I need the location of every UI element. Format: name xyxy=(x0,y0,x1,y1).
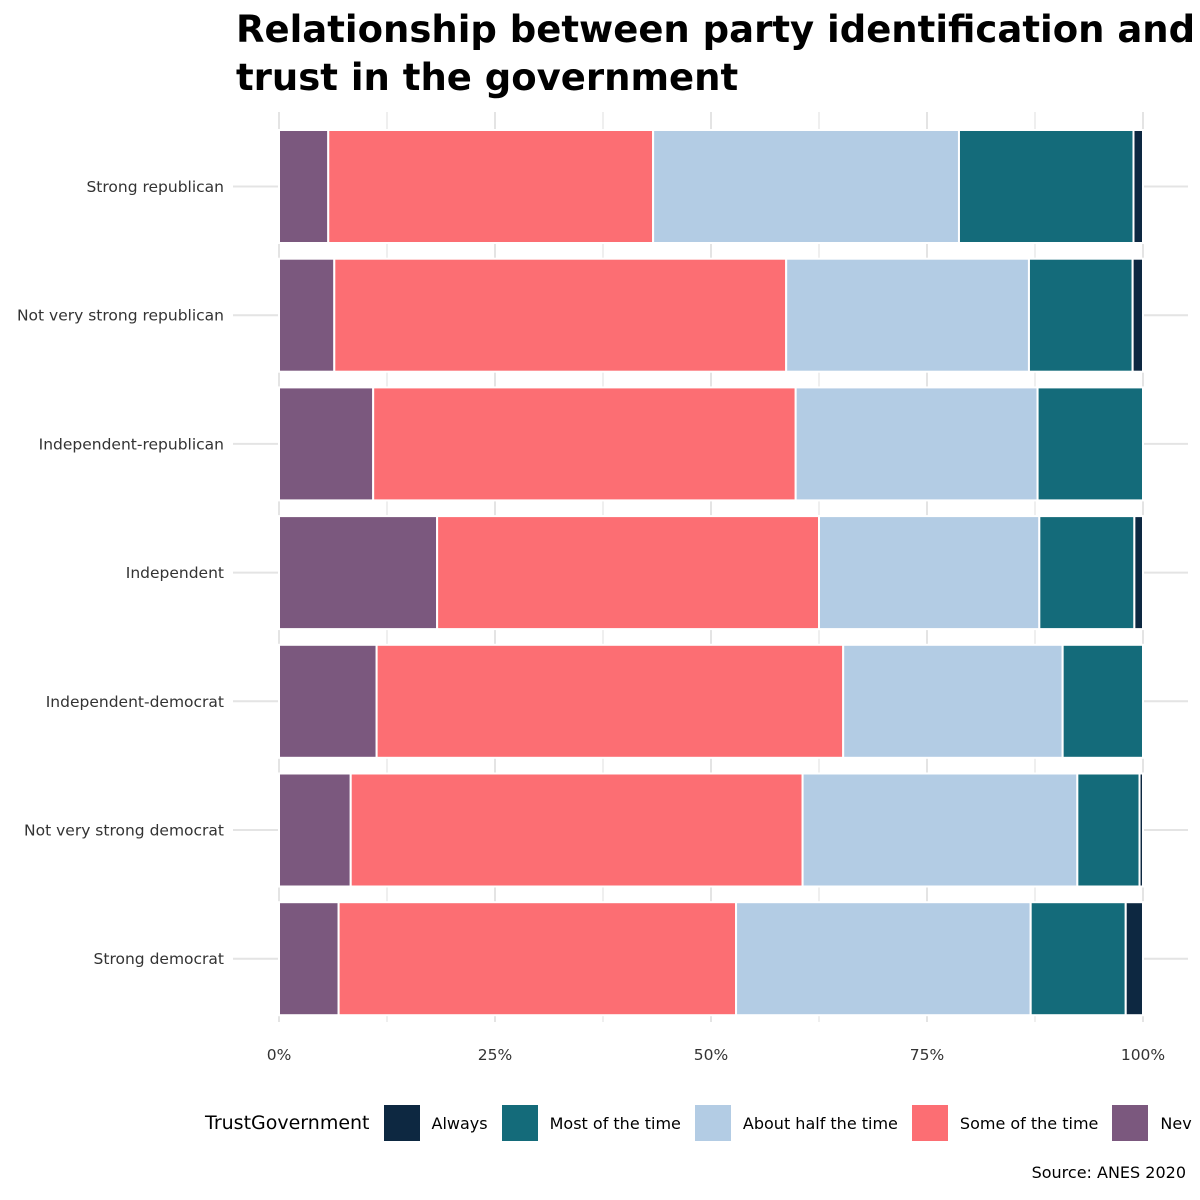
x-tick-label: 50% xyxy=(694,1046,728,1064)
bar-segment xyxy=(842,643,1064,759)
bar-segment xyxy=(1133,515,1144,631)
x-tick-label: 100% xyxy=(1121,1046,1165,1064)
legend-items: Always Most of the time About half the tim… xyxy=(383,1105,1200,1141)
bar-chart: Strong republican Not very strong republi… xyxy=(17,112,1188,1064)
bar-segment xyxy=(1138,772,1144,888)
y-tick-label: Not very strong republican xyxy=(17,307,224,325)
legend-item: Some of the time xyxy=(911,1105,1099,1141)
legend-title: TrustGovernment xyxy=(205,1112,370,1134)
bar-segment xyxy=(1131,257,1144,373)
chart-title: Relationship between party identificatio… xyxy=(236,8,1196,99)
bar-segment xyxy=(794,386,1039,502)
bar-segment xyxy=(652,129,960,244)
bar-segment xyxy=(1027,257,1134,373)
y-tick-label: Not very strong democrat xyxy=(24,822,224,840)
y-tick-label: Strong democrat xyxy=(94,950,224,968)
bar-segment xyxy=(372,386,797,502)
bar-segment xyxy=(957,129,1135,244)
source-caption: Source: ANES 2020 xyxy=(1031,1163,1186,1182)
bar-segment xyxy=(278,772,352,888)
legend-swatch xyxy=(694,1105,731,1141)
bar-segment xyxy=(1061,643,1144,759)
bar-segment xyxy=(735,901,1032,1017)
bar-segment xyxy=(333,257,788,373)
legend-item: About half the time xyxy=(694,1105,898,1141)
x-tick-label: 25% xyxy=(478,1046,512,1064)
bar-segment xyxy=(1132,129,1144,244)
legend: TrustGovernment Always Most of the time Ab… xyxy=(205,1104,1200,1142)
y-tick-label: Strong republican xyxy=(86,178,224,196)
legend-item: Always xyxy=(383,1105,488,1141)
bar-segment xyxy=(278,643,378,759)
x-axis-labels: 0% 25% 50% 75% 100% xyxy=(267,1046,1165,1064)
y-axis-labels: Strong republican Not very strong republi… xyxy=(17,178,224,968)
bar-segment xyxy=(1124,901,1144,1017)
bar-segment xyxy=(278,257,336,373)
y-tick-label: Independent xyxy=(126,564,224,582)
legend-label: Some of the time xyxy=(959,1113,1099,1133)
bar-segment xyxy=(1036,386,1145,502)
legend-item: Most of the time xyxy=(501,1105,681,1141)
y-tick-label: Independent-republican xyxy=(39,435,224,453)
bar-segment xyxy=(785,257,1030,373)
bar-segment xyxy=(436,515,820,631)
bar-segment xyxy=(801,772,1079,888)
legend-item: Nev xyxy=(1112,1105,1192,1141)
x-tick-label: 75% xyxy=(910,1046,944,1064)
legend-label: Always xyxy=(431,1113,488,1133)
bar-segment xyxy=(278,386,375,502)
legend-swatch xyxy=(911,1105,948,1141)
bar-segment xyxy=(1038,515,1136,631)
legend-swatch xyxy=(501,1105,538,1141)
bar-segment xyxy=(278,901,340,1017)
bar-segment xyxy=(349,772,804,888)
bar-segment xyxy=(327,129,655,244)
bar-layer xyxy=(278,129,1145,1017)
legend-label: Nev xyxy=(1160,1113,1192,1133)
bar-segment xyxy=(337,901,738,1017)
bar-segment xyxy=(1076,772,1141,888)
legend-swatch xyxy=(1112,1105,1149,1141)
bar-segment xyxy=(278,129,330,244)
bar-segment xyxy=(818,515,1041,631)
bar-segment xyxy=(1029,901,1127,1017)
legend-label: About half the time xyxy=(742,1113,898,1133)
x-tick-label: 0% xyxy=(267,1046,292,1064)
legend-swatch xyxy=(383,1105,420,1141)
y-tick-label: Independent-democrat xyxy=(46,693,224,711)
bar-segment xyxy=(375,643,845,759)
bar-segment xyxy=(278,515,439,631)
legend-label: Most of the time xyxy=(549,1113,681,1133)
